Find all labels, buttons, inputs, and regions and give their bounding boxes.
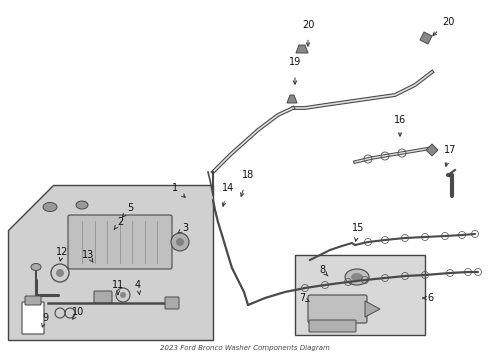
FancyBboxPatch shape (94, 291, 112, 303)
Text: 13: 13 (82, 250, 94, 260)
Polygon shape (296, 45, 308, 53)
Circle shape (120, 292, 126, 298)
Polygon shape (287, 95, 297, 103)
Text: 11: 11 (112, 280, 124, 290)
Text: 16: 16 (394, 115, 406, 125)
Text: 2: 2 (117, 217, 123, 227)
Ellipse shape (351, 273, 363, 281)
Text: 20: 20 (302, 20, 314, 30)
Text: 4: 4 (135, 280, 141, 290)
FancyBboxPatch shape (68, 215, 172, 269)
FancyBboxPatch shape (165, 297, 179, 309)
FancyBboxPatch shape (308, 295, 367, 323)
FancyBboxPatch shape (25, 296, 41, 305)
Text: 10: 10 (72, 307, 84, 317)
Polygon shape (420, 32, 432, 44)
Text: 9: 9 (42, 313, 48, 323)
Text: 8: 8 (319, 265, 325, 275)
Ellipse shape (76, 201, 88, 209)
Text: 14: 14 (222, 183, 234, 193)
Circle shape (176, 238, 184, 246)
Text: 20: 20 (442, 17, 454, 27)
Polygon shape (365, 301, 380, 317)
Circle shape (171, 233, 189, 251)
Text: 17: 17 (444, 145, 456, 155)
FancyBboxPatch shape (309, 320, 356, 332)
Ellipse shape (345, 269, 369, 285)
Text: 7: 7 (299, 293, 305, 303)
Polygon shape (426, 144, 438, 156)
Text: 15: 15 (352, 223, 364, 233)
Ellipse shape (43, 202, 57, 211)
Text: 1: 1 (172, 183, 178, 193)
Text: 2023 Ford Bronco Washer Components Diagram: 2023 Ford Bronco Washer Components Diagr… (160, 345, 330, 351)
Circle shape (56, 269, 64, 277)
Ellipse shape (31, 264, 41, 270)
Polygon shape (8, 185, 213, 340)
Text: 12: 12 (56, 247, 68, 257)
FancyBboxPatch shape (22, 302, 44, 334)
Text: 5: 5 (127, 203, 133, 213)
Bar (295, 255, 425, 335)
Text: 6: 6 (427, 293, 433, 303)
Text: 18: 18 (242, 170, 254, 180)
Text: 3: 3 (182, 223, 188, 233)
Text: 19: 19 (289, 57, 301, 67)
